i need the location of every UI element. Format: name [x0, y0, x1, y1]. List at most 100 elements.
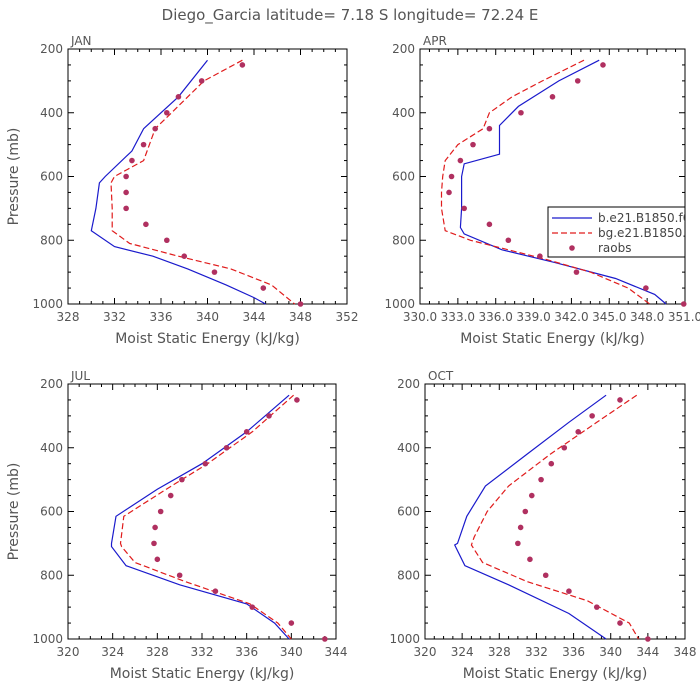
series-line-b-e21: [90, 59, 266, 305]
x-tick-label: 320: [57, 645, 80, 659]
y-tick-label: 600: [397, 505, 420, 519]
raobs-point: [288, 620, 295, 626]
panel-jul: JUL 320 324 328 332 336 340 344 200 400 600 800 1000…: [6, 369, 347, 682]
raobs-point: [202, 460, 209, 467]
x-tick-label: 332: [103, 310, 126, 324]
y-tick-label: 800: [392, 233, 415, 247]
legend-label: b.e21.B1850.f09: [598, 211, 698, 225]
raobs-point: [181, 253, 188, 259]
raobs-point: [164, 237, 170, 244]
y-tick-label: 200: [397, 377, 420, 391]
raobs-point: [446, 189, 452, 196]
x-tick-label: 352: [336, 310, 359, 324]
x-axis-label: Moist Static Energy (kJ/kg): [115, 331, 300, 347]
raobs-point: [680, 301, 687, 307]
y-tick-label: 400: [40, 106, 63, 120]
raobs-point: [167, 492, 174, 499]
raobs-point: [154, 556, 161, 563]
x-tick-label: 344: [325, 645, 348, 659]
panel-label: JUL: [70, 369, 90, 383]
y-tick-label: 1000: [32, 632, 63, 646]
y-axis-label: Pressure (mb): [6, 463, 22, 561]
raobs-point: [322, 636, 328, 642]
raobs-point: [294, 397, 300, 403]
x-tick-label: 344: [243, 310, 266, 324]
raobs-point: [461, 205, 467, 212]
raobs-point: [157, 508, 164, 515]
x-tick-label: 320: [414, 645, 437, 659]
raobs-point: [538, 476, 544, 483]
raobs-point: [470, 141, 476, 148]
raobs-point: [486, 221, 493, 228]
raobs-point: [486, 125, 493, 132]
x-tick-label: 351.0: [668, 310, 700, 324]
x-axis-label: Moist Static Energy (kJ/kg): [110, 666, 295, 682]
figure-title: Diego_Garcia latitude= 7.18 S longitude=…: [162, 6, 539, 25]
raobs-point: [457, 157, 464, 164]
y-tick-label: 800: [397, 568, 420, 582]
raobs-point: [123, 189, 129, 196]
series-line-bg-e21: [470, 394, 640, 640]
y-tick-label: 200: [40, 42, 63, 56]
raobs-point: [260, 285, 267, 291]
series-line-bg-e21: [110, 59, 296, 305]
x-tick-label: 328: [488, 645, 511, 659]
y-tick-label: 600: [392, 170, 415, 184]
raobs-point: [566, 588, 572, 594]
x-tick-label: 336.0: [479, 310, 513, 324]
x-tick-label: 324: [101, 645, 124, 659]
raobs-point: [527, 556, 533, 563]
raobs-point: [175, 94, 182, 100]
y-tick-label: 1000: [32, 297, 63, 311]
raobs-point: [574, 78, 581, 84]
x-tick-label: 348: [674, 645, 697, 659]
raobs-point: [548, 460, 555, 467]
raobs-point: [123, 173, 129, 180]
raobs-point: [522, 508, 529, 515]
panel-apr: APR 330.0 333.0 336.0 339.0 342.0 345.0 348.0 35…: [384, 34, 700, 347]
raobs-point: [542, 572, 549, 579]
raobs-point: [211, 269, 218, 275]
x-tick-label: 344: [636, 645, 659, 659]
plot-frame: [67, 48, 348, 305]
raobs-point: [645, 636, 651, 642]
panel-label: APR: [423, 34, 447, 48]
x-axis-label: Moist Static Energy (kJ/kg): [463, 666, 648, 682]
raobs-point: [517, 524, 524, 531]
x-tick-label: 339.0: [516, 310, 550, 324]
y-tick-label: 600: [40, 505, 63, 519]
x-tick-label: 336: [235, 645, 258, 659]
y-tick-label: 200: [392, 42, 415, 56]
raobs-point: [549, 94, 556, 100]
series-line-bg-e21: [440, 59, 651, 305]
raobs-point: [176, 572, 183, 579]
x-tick-label: 348.0: [630, 310, 664, 324]
x-tick-label: 345.0: [592, 310, 626, 324]
raobs-point: [143, 221, 149, 228]
y-tick-label: 800: [40, 568, 63, 582]
raobs-point: [573, 269, 580, 275]
legend-label: raobs: [598, 241, 632, 255]
y-tick-label: 800: [40, 233, 63, 247]
raobs-point: [505, 237, 512, 244]
raobs-point: [297, 301, 304, 307]
raobs-point: [179, 476, 185, 483]
legend-marker-raobs: [569, 245, 575, 251]
raobs-point: [600, 62, 606, 68]
raobs-point: [617, 620, 623, 626]
x-tick-label: 340: [196, 310, 219, 324]
x-tick-label: 333.0: [441, 310, 475, 324]
panel-label: JAN: [70, 34, 92, 48]
x-tick-label: 340: [280, 645, 303, 659]
raobs-point: [643, 285, 649, 291]
raobs-point: [266, 413, 272, 419]
raobs-point: [140, 141, 147, 148]
raobs-point: [561, 444, 568, 451]
plot-frame: [67, 383, 337, 640]
x-tick-label: 340: [599, 645, 622, 659]
x-tick-label: 348: [289, 310, 312, 324]
raobs-point: [152, 524, 158, 531]
x-tick-label: 328: [57, 310, 80, 324]
